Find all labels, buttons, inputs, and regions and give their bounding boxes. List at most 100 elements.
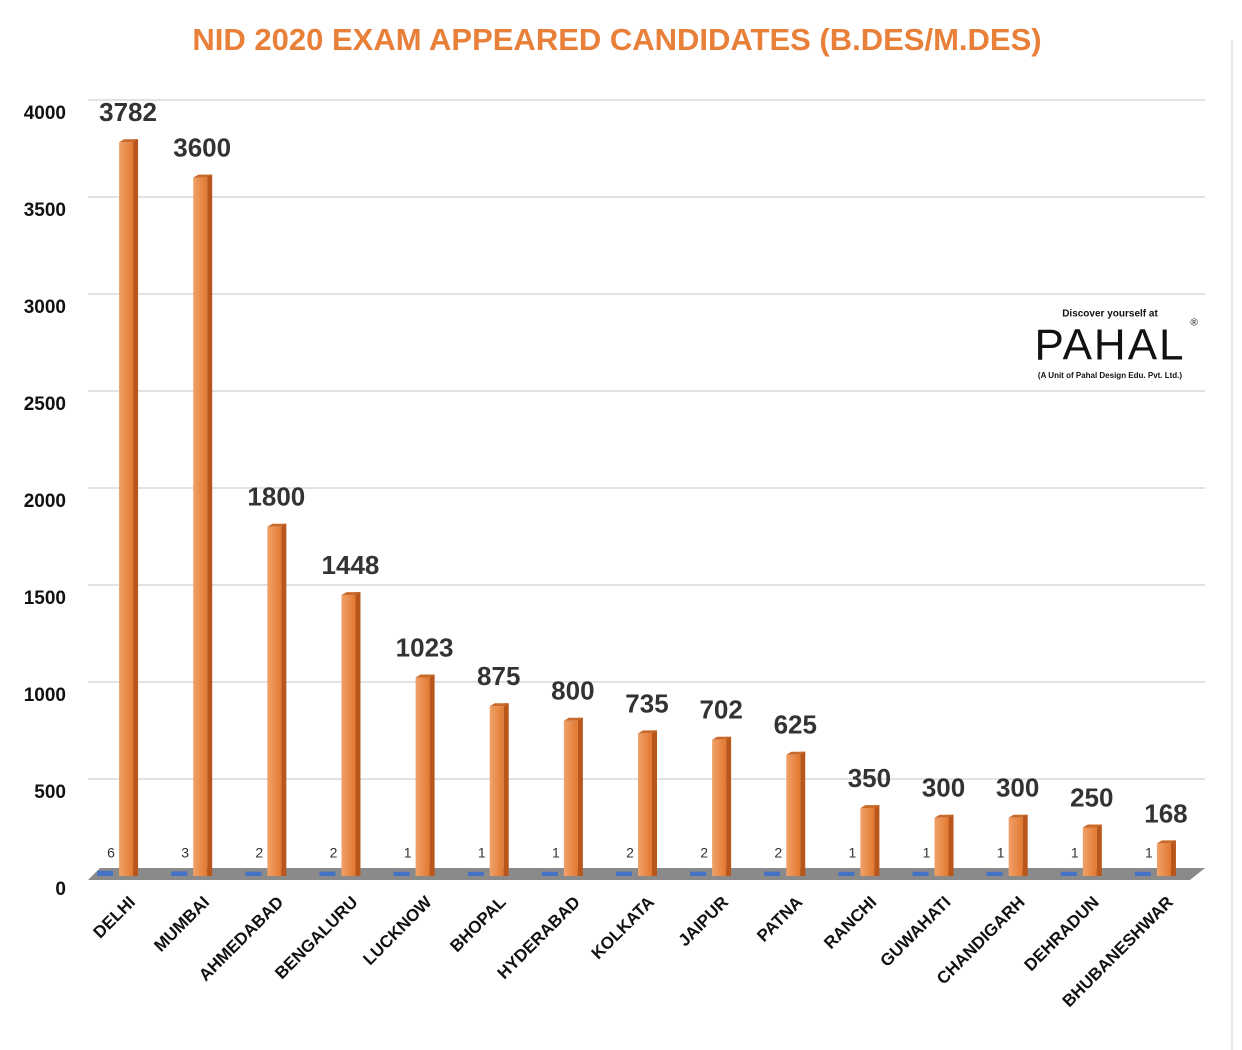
bar [616,871,632,876]
logo-mark: ® [1190,318,1198,329]
bar [1008,817,1023,876]
bar-top [1008,814,1028,818]
bar [489,706,504,876]
bar-top [489,703,509,707]
bar-side [355,592,361,876]
bar [786,754,801,876]
bar-side [800,751,806,876]
bar-side [577,717,583,876]
bar-side [281,523,287,876]
bar-top [934,814,954,818]
bar [912,871,929,876]
logo-tagline: Discover yourself at [1062,309,1158,320]
data-label: 1 [1145,845,1153,861]
data-label: 875 [477,661,520,691]
bar [986,871,1003,876]
data-label: 1 [997,845,1005,861]
logo: Discover yourself at PAHAL ® (A Unit of … [1034,309,1198,380]
bar [563,720,578,876]
bar [638,733,652,876]
bar-top [860,805,880,809]
bar-side [429,674,435,876]
bar-side [1170,840,1176,876]
x-tick-label: GUWAHATI [877,893,955,971]
bar [690,871,707,876]
chart-title: NID 2020 EXAM APPEARED CANDIDATES (B.DES… [192,22,1041,57]
data-label: 3 [181,845,189,861]
bar-top [1082,824,1102,828]
data-label: 702 [699,695,742,725]
bar [245,871,262,876]
data-label: 350 [848,763,891,793]
bar-top [712,736,732,740]
bar [838,871,855,876]
bar-top [341,592,361,596]
bar [934,817,949,876]
data-label: 2 [330,845,338,861]
bar [319,871,336,876]
data-label: 1448 [322,550,380,580]
data-label: 1023 [396,632,454,662]
bar [193,177,208,877]
y-tick-label: 3500 [24,200,66,221]
bar-top [638,730,657,734]
bar [860,808,875,876]
bar-side [652,730,657,876]
bar [764,871,781,876]
bar [712,739,727,876]
bar [97,870,114,876]
y-tick-label: 1500 [24,588,66,609]
data-label: 1 [849,845,857,861]
bar [1156,843,1171,876]
data-label: 1 [552,845,560,861]
bar-side [948,814,954,876]
bar-side [207,174,213,877]
bar [267,526,282,876]
data-label: 1800 [247,482,305,512]
data-label: 1 [478,845,486,861]
x-tick-label: RANCHI [820,893,880,953]
data-label: 3600 [173,132,231,162]
data-label: 2 [626,845,634,861]
x-tick-label: MUMBAI [150,893,213,956]
x-tick-label: KOLKATA [588,893,658,963]
data-label: 2 [700,845,708,861]
bar [467,871,484,876]
data-label: 735 [625,688,668,718]
data-label: 1 [923,845,931,861]
bar-top [119,139,139,143]
x-tick-label: JAIPUR [675,893,733,951]
bar-top [267,523,287,527]
data-label: 1 [1071,845,1079,861]
data-label: 1 [404,845,412,861]
bar [1082,827,1097,876]
bar-side [133,139,139,877]
bar-top [415,674,435,678]
y-tick-label: 1000 [24,685,66,706]
x-tick-label: LUCKNOW [359,892,436,969]
data-label: 2 [774,845,782,861]
bar-top [786,751,806,755]
bar-top [563,717,583,721]
x-tick-label: PATNA [753,893,806,946]
data-label: 250 [1070,782,1113,812]
bar-side [874,805,880,876]
bar [415,677,430,876]
y-tick-label: 2000 [24,491,66,512]
data-label: 800 [551,676,594,706]
bar [393,871,410,876]
y-tick-label: 2500 [24,394,66,415]
x-tick-label: DELHI [90,893,139,942]
x-tick-label: DEHRADUN [1021,893,1103,975]
bar [1060,871,1077,876]
y-tick-label: 500 [34,782,66,803]
data-label: 6 [107,845,115,861]
data-label: 168 [1144,798,1187,828]
bar-side [503,703,509,876]
y-tick-label: 3000 [24,297,66,318]
data-label: 3782 [99,97,157,127]
bar-top [1156,840,1176,844]
data-label: 300 [922,773,965,803]
bar [341,595,356,876]
